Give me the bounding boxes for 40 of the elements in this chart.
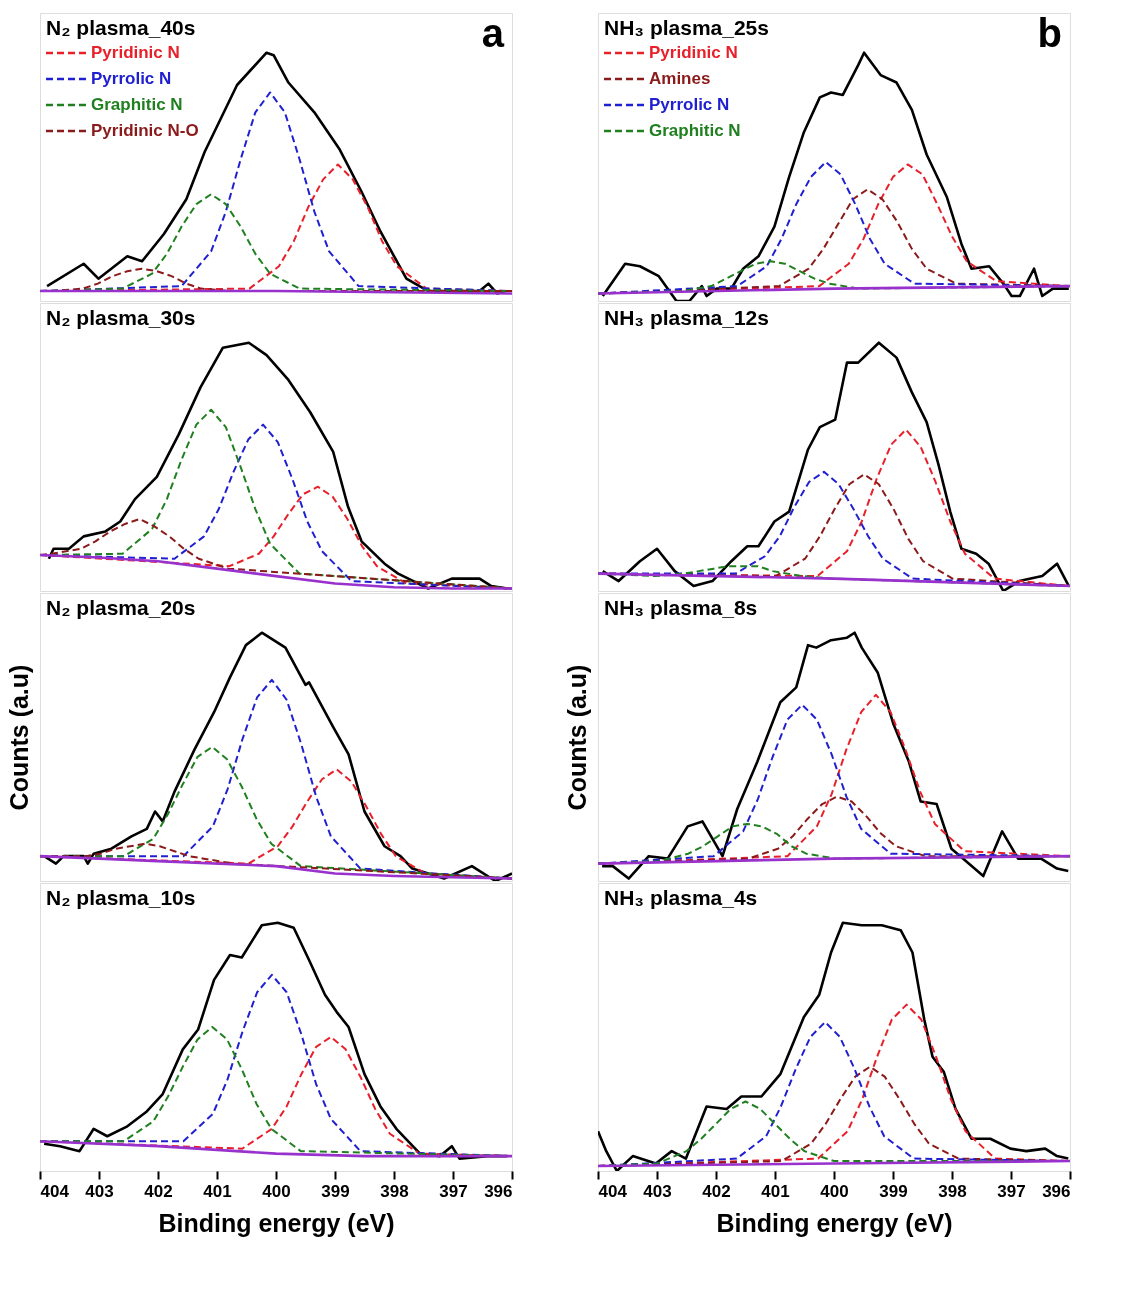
x-tick-label: 400 [820,1181,849,1201]
x-tick-label: 397 [997,1181,1026,1201]
x-tick-label: 397 [439,1181,468,1201]
x-tick-label: 402 [144,1181,173,1201]
x-axis-title: Binding energy (eV) [158,1208,395,1237]
legend-label: Pyridinic N-O [91,121,199,140]
chart-title: N₂ plasma_20s [46,596,196,619]
legend-label: Pyrrolic N [91,69,172,88]
chart-title: N₂ plasma_10s [46,886,196,909]
legend-label: Amines [649,69,711,88]
x-tick-label: 401 [203,1181,232,1201]
x-tick-label: 399 [879,1181,908,1201]
x-tick-label: 398 [380,1181,409,1201]
x-tick-label: 402 [702,1181,731,1201]
chart-title: NH₃ plasma_8s [604,596,758,619]
y-axis-title: Counts (a.u) [4,664,33,811]
annotation: a [481,11,505,55]
chart-title: N₂ plasma_30s [46,306,196,329]
legend-label: Pyridinic N [91,43,180,62]
x-tick-label: 403 [643,1181,672,1201]
chart-title: NH₃ plasma_25s [604,16,769,39]
y-axis-title: Counts (a.u) [562,664,591,811]
legend-label: Graphitic N [91,95,183,114]
chart-title: NH₃ plasma_12s [604,306,769,329]
x-tick-label: 403 [85,1181,114,1201]
x-axis-title: Binding energy (eV) [716,1208,953,1237]
legend-label: Pyrrolic N [649,95,730,114]
x-tick-label: 404 [598,1181,628,1201]
x-tick-label: 404 [40,1181,70,1201]
legend-label: Graphitic N [649,121,741,140]
x-tick-label: 401 [761,1181,790,1201]
legend-label: Pyridinic N [649,43,738,62]
x-tick-label: 399 [321,1181,350,1201]
x-tick-label: 400 [262,1181,291,1201]
annotation: b [1037,11,1062,55]
x-tick-label: 396 [484,1181,513,1201]
x-tick-label: 398 [938,1181,967,1201]
chart-title: N₂ plasma_40s [46,16,196,39]
x-tick-label: 396 [1042,1181,1071,1201]
chart-title: NH₃ plasma_4s [604,886,758,909]
